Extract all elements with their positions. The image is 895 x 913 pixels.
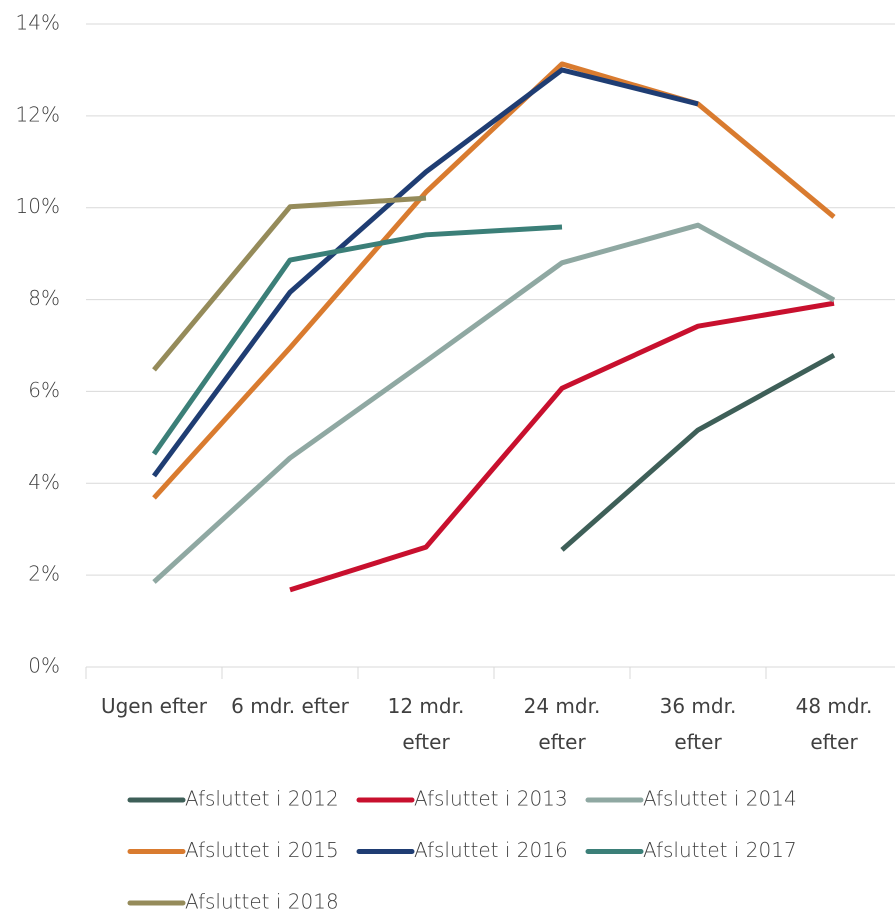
y-tick-label: 14% xyxy=(16,11,60,35)
legend-label: Afsluttet i 2017 xyxy=(643,838,797,862)
legend-label: Afsluttet i 2018 xyxy=(185,890,339,913)
x-tick-label: Ugen efter xyxy=(100,694,208,718)
y-tick-label: 4% xyxy=(28,470,60,494)
series-line xyxy=(151,224,563,456)
x-tick-label: 6 mdr. efter xyxy=(231,694,349,718)
y-tick-label: 12% xyxy=(16,102,60,126)
y-tick-label: 8% xyxy=(28,286,60,310)
y-tick-label: 0% xyxy=(28,654,60,678)
x-tick-label: 12 mdr. efter xyxy=(387,694,465,754)
series-line xyxy=(560,352,836,552)
series-line xyxy=(152,61,836,500)
y-tick-label: 2% xyxy=(28,562,60,586)
y-tick-label: 6% xyxy=(28,378,60,402)
series-line xyxy=(152,195,427,372)
legend-label: Afsluttet i 2013 xyxy=(414,787,568,811)
x-tick-label: 48 mdr. efter xyxy=(795,694,873,754)
legend-label: Afsluttet i 2015 xyxy=(185,838,339,862)
legend-label: Afsluttet i 2012 xyxy=(185,787,339,811)
y-tick-label: 10% xyxy=(16,194,60,218)
x-tick-label: 24 mdr. efter xyxy=(523,694,601,754)
x-tick-label: 36 mdr. efter xyxy=(659,694,737,754)
series-line xyxy=(289,300,835,593)
series-line xyxy=(151,67,699,478)
legend-label: Afsluttet i 2016 xyxy=(414,838,568,862)
legend-label: Afsluttet i 2014 xyxy=(643,787,797,811)
series-line xyxy=(152,222,836,584)
